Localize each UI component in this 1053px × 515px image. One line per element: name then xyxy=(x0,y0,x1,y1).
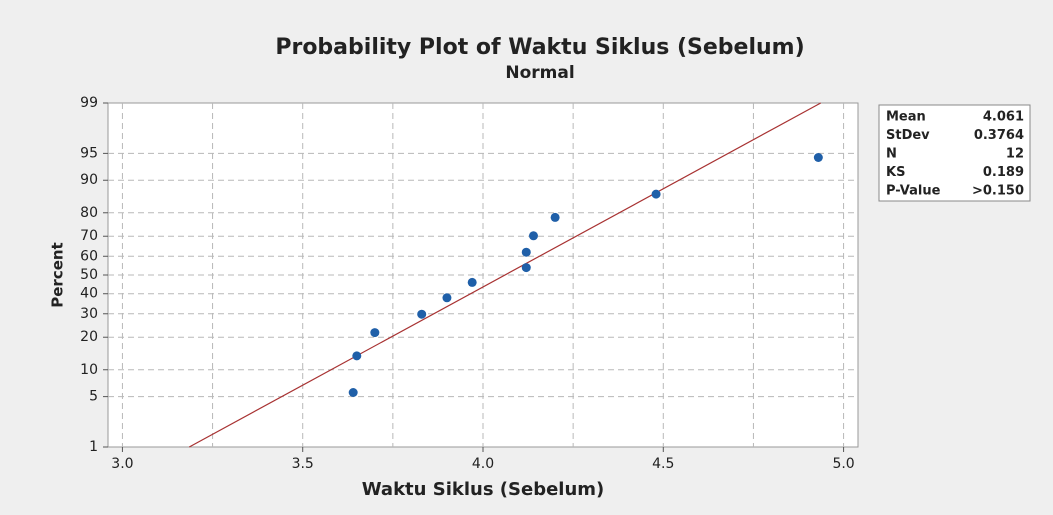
data-point xyxy=(467,277,477,287)
stat-label: KS xyxy=(886,165,905,180)
x-tick-label: 5.0 xyxy=(832,456,854,472)
stat-value: >0.150 xyxy=(972,184,1024,199)
stat-label: StDev xyxy=(886,128,930,143)
chart-subtitle: Normal xyxy=(505,63,574,83)
data-point xyxy=(417,309,427,319)
stat-label: Mean xyxy=(886,110,926,125)
stat-value: 0.189 xyxy=(983,165,1024,180)
fit-line xyxy=(188,102,822,448)
y-tick-label: 20 xyxy=(80,329,98,345)
stat-label: P-Value xyxy=(886,184,941,199)
y-tick-label: 60 xyxy=(80,248,98,264)
data-point xyxy=(813,152,823,162)
stat-value: 0.3764 xyxy=(974,128,1024,143)
data-point xyxy=(442,293,452,303)
data-point xyxy=(348,388,358,398)
y-tick-label: 80 xyxy=(80,205,98,221)
y-tick-label: 70 xyxy=(80,228,98,244)
y-tick-label: 99 xyxy=(80,95,98,111)
y-tick-label: 5 xyxy=(89,389,98,405)
stats-box xyxy=(878,104,1031,202)
data-point xyxy=(528,231,538,241)
data-point xyxy=(352,351,362,361)
y-tick-label: 95 xyxy=(80,145,98,161)
y-tick-label: 90 xyxy=(80,172,98,188)
stat-value: 12 xyxy=(1006,147,1024,162)
data-point xyxy=(651,189,661,199)
x-tick-label: 4.5 xyxy=(652,456,674,472)
y-tick-label: 40 xyxy=(80,286,98,302)
x-tick-label: 3.5 xyxy=(292,456,314,472)
x-axis-label: Waktu Siklus (Sebelum) xyxy=(362,479,605,500)
y-tick-label: 30 xyxy=(80,306,98,322)
stat-label: N xyxy=(886,147,897,162)
data-point xyxy=(521,263,531,273)
y-tick-label: 50 xyxy=(80,267,98,283)
data-point xyxy=(370,328,380,338)
chart-title: Probability Plot of Waktu Siklus (Sebelu… xyxy=(275,35,804,60)
data-point xyxy=(550,212,560,222)
x-tick-label: 4.0 xyxy=(472,456,494,472)
y-tick-label: 1 xyxy=(89,439,98,455)
x-tick-label: 3.0 xyxy=(111,456,133,472)
stat-value: 4.061 xyxy=(983,110,1024,125)
data-point xyxy=(521,247,531,257)
y-tick-label: 10 xyxy=(80,362,98,378)
y-axis-label: Percent xyxy=(49,242,67,307)
